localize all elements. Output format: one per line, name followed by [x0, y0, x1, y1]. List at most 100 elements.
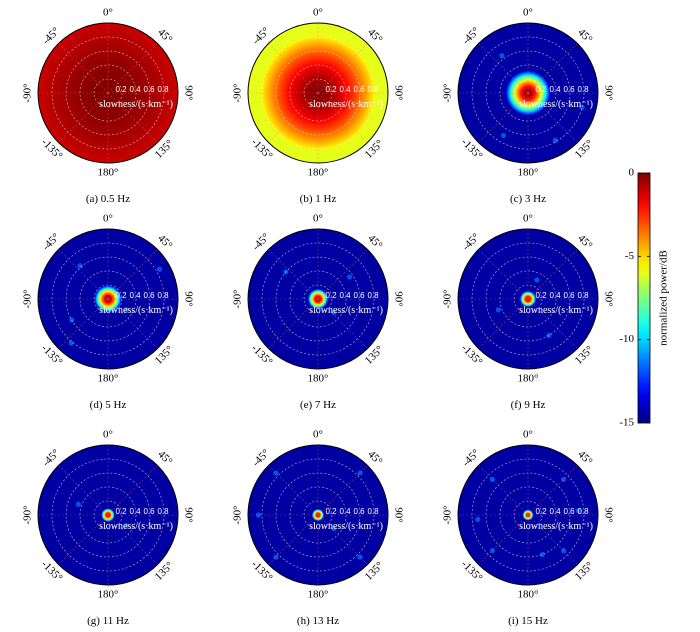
radial-tick-label: 0.8: [157, 507, 169, 516]
angle-tick-label: -90°: [22, 505, 34, 524]
radial-tick-label: 0.2: [535, 85, 547, 94]
angle-tick-label: -90°: [22, 83, 34, 102]
angle-tick-label: 180°: [98, 167, 119, 179]
polar-panel: 0°45°90°135°180°-135°-90°-45°0.2 0.4 0.6 0.…: [442, 213, 615, 411]
radial-axis-label: slowness/(s·km⁻¹): [519, 305, 593, 316]
radial-tick-label: 0.2: [115, 291, 127, 300]
radial-tick-label: 0.2: [325, 291, 337, 300]
colorbar-scale: [637, 172, 651, 424]
angle-tick-label: 90°: [602, 85, 614, 100]
angle-tick-label: 180°: [518, 589, 539, 601]
angle-tick-label: 90°: [392, 507, 404, 522]
panel-outline: [247, 444, 389, 586]
sidelobe-spot: [579, 104, 585, 111]
radial-axis-label: slowness/(s·km⁻¹): [309, 305, 383, 316]
panel-caption: (e) 7 Hz: [300, 399, 336, 411]
radial-tick-label: 0.6: [563, 85, 575, 94]
angle-tick-label: 90°: [182, 507, 194, 522]
radial-tick-label: 0.6: [353, 85, 365, 94]
radial-tick-label: 0.2: [325, 85, 337, 94]
radial-tick-label: 0.8: [367, 507, 379, 516]
angle-tick-label: -90°: [232, 83, 244, 102]
radial-tick-label: 0.6: [563, 507, 575, 516]
angle-tick-label: 45°: [365, 26, 384, 45]
sidelobe-spot: [156, 266, 163, 272]
sidelobe-spot: [499, 53, 505, 59]
radial-tick-label: 0.8: [577, 507, 589, 516]
angle-tick-label: 45°: [155, 232, 174, 251]
angle-tick-label: 45°: [575, 26, 594, 45]
radial-tick-label: 0.4: [129, 291, 141, 300]
sidelobe-spot: [546, 332, 552, 338]
radial-axis-label: slowness/(s·km⁻¹): [519, 521, 593, 532]
radial-tick-label: 0.6: [143, 291, 155, 300]
polar-panels: 0°45°90°135°180°-135°-90°-45°0.2 0.4 0.6 0.…: [22, 7, 615, 627]
panel-caption: (i) 15 Hz: [508, 615, 548, 627]
radial-tick-label: 0.2: [115, 85, 127, 94]
radial-tick-label: 0.8: [367, 85, 379, 94]
panel-outline: [247, 228, 389, 370]
panel-outline: [457, 228, 599, 370]
panel-caption: (c) 3 Hz: [510, 193, 546, 205]
radial-tick-label: 0.4: [549, 291, 561, 300]
colorbar-tick-label: 0: [629, 167, 635, 179]
angle-tick-label: 180°: [518, 167, 539, 179]
radial-tick-label: 0.2: [535, 291, 547, 300]
angle-tick-label: 180°: [308, 167, 329, 179]
angle-tick-label: 0°: [313, 7, 323, 19]
polar-panel: 0°45°90°135°180°-135°-90°-45°0.2 0.4 0.6 0.…: [22, 7, 195, 205]
radial-tick-label: 0.8: [157, 85, 169, 94]
angle-tick-label: 45°: [365, 232, 384, 251]
angle-tick-label: 90°: [392, 291, 404, 306]
radial-tick-label: 0.4: [339, 85, 351, 94]
panel-outline: [457, 22, 599, 164]
radial-tick-label: 0.8: [577, 85, 589, 94]
angle-tick-label: 45°: [575, 232, 594, 251]
panel-outline: [37, 22, 179, 164]
angle-tick-label: 90°: [602, 507, 614, 522]
angle-tick-label: 0°: [523, 213, 533, 225]
angle-tick-label: 0°: [313, 213, 323, 225]
radial-tick-label: 0.6: [353, 507, 365, 516]
radial-tick-label: 0.4: [129, 507, 141, 516]
radial-tick-label: 0.8: [157, 291, 169, 300]
polar-panel: 0°45°90°135°180°-135°-90°-45°0.2 0.4 0.6 0.…: [232, 213, 405, 411]
angle-tick-label: -90°: [442, 289, 454, 308]
colorbar-label: normalized power/dB: [658, 250, 670, 346]
angle-tick-label: 0°: [103, 7, 113, 19]
radial-axis-label: slowness/(s·km⁻¹): [309, 521, 383, 532]
angle-tick-label: 0°: [103, 213, 113, 225]
panel-outline: [37, 444, 179, 586]
panel-caption: (a) 0.5 Hz: [86, 193, 130, 205]
angle-tick-label: 90°: [182, 291, 194, 306]
sidelobe-spot: [123, 522, 129, 529]
angle-tick-label: 90°: [392, 85, 404, 100]
sidelobe-spot: [346, 274, 353, 280]
polar-panel: 0°45°90°135°180°-135°-90°-45°0.2 0.4 0.6 0.…: [22, 429, 195, 627]
angle-tick-label: 45°: [365, 448, 384, 467]
panel-outline: [37, 228, 179, 370]
angle-tick-label: 0°: [313, 429, 323, 441]
radial-tick-label: 0.4: [129, 85, 141, 94]
panel-outline: [247, 22, 389, 164]
angle-tick-label: 90°: [602, 291, 614, 306]
polar-panel: 0°45°90°135°180°-135°-90°-45°0.2 0.4 0.6 0.…: [442, 429, 615, 627]
radial-tick-label: 0.2: [535, 507, 547, 516]
sidelobe-spot: [77, 263, 83, 269]
angle-tick-label: -90°: [442, 83, 454, 102]
angle-tick-label: -90°: [22, 289, 34, 308]
angle-tick-label: -90°: [232, 505, 244, 524]
sidelobe-spot: [255, 512, 262, 518]
radial-tick-label: 0.6: [563, 291, 575, 300]
angle-tick-label: 180°: [98, 589, 119, 601]
radial-tick-label: 0.6: [353, 291, 365, 300]
radial-axis-label: slowness/(s·km⁻¹): [99, 99, 173, 110]
radial-axis-label: slowness/(s·km⁻¹): [519, 99, 593, 110]
radial-axis-label: slowness/(s·km⁻¹): [99, 305, 173, 316]
angle-tick-label: 90°: [182, 85, 194, 100]
radial-tick-label: 0.4: [549, 85, 561, 94]
colorbar: 0 -5 -10 -15 normalized power/dB: [619, 167, 669, 429]
panel-caption: (b) 1 Hz: [300, 193, 337, 205]
angle-tick-label: 180°: [308, 373, 329, 385]
